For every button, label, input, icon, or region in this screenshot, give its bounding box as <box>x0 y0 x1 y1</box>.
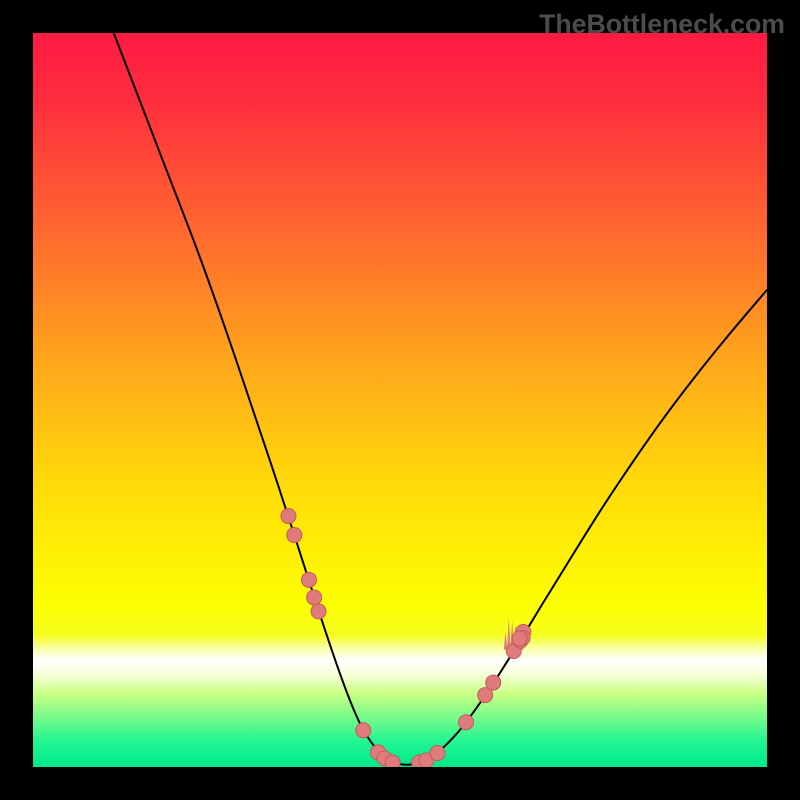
marker-point <box>311 604 326 619</box>
marker-point <box>385 755 400 767</box>
marker-point <box>430 746 445 761</box>
stage: TheBottleneck.com <box>0 0 800 800</box>
chart-plot-area <box>33 33 767 767</box>
marker-point <box>301 572 316 587</box>
marker-point <box>307 590 322 605</box>
marker-point <box>512 631 527 646</box>
marker-points-group <box>281 508 531 767</box>
curve-line <box>114 33 767 765</box>
marker-point <box>486 675 501 690</box>
marker-point <box>281 508 296 523</box>
marker-point <box>287 528 302 543</box>
watermark-text: TheBottleneck.com <box>539 9 785 40</box>
marker-point <box>356 723 371 738</box>
chart-overlay-svg <box>33 33 767 767</box>
marker-point <box>459 715 474 730</box>
